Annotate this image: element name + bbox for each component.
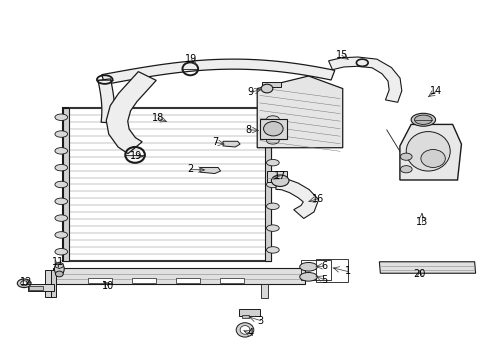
Bar [27,284,54,291]
Bar [261,284,269,298]
Bar [53,268,305,284]
Text: 18: 18 [152,113,164,123]
Bar [29,286,43,290]
Ellipse shape [400,166,412,173]
Ellipse shape [55,114,68,121]
Ellipse shape [415,115,432,125]
Text: 5: 5 [321,275,327,285]
Ellipse shape [267,225,279,231]
Ellipse shape [411,113,436,126]
Ellipse shape [240,325,250,334]
Ellipse shape [267,116,279,122]
Ellipse shape [261,84,273,93]
Text: 15: 15 [336,50,348,60]
Bar [63,108,271,261]
Ellipse shape [267,159,279,166]
Bar [260,119,287,139]
Bar [45,270,50,297]
Bar [242,315,249,318]
Ellipse shape [300,262,318,271]
Text: 8: 8 [246,125,252,135]
Bar [265,108,271,261]
Text: 2: 2 [187,164,194,174]
Text: 17: 17 [274,171,286,181]
Ellipse shape [264,122,283,136]
Ellipse shape [21,281,27,286]
Ellipse shape [400,153,412,160]
Polygon shape [55,262,63,269]
Text: 10: 10 [102,281,114,291]
Polygon shape [98,79,115,123]
Ellipse shape [267,181,279,188]
Bar [51,270,56,297]
Bar [175,278,200,283]
Ellipse shape [300,273,318,281]
Text: 14: 14 [430,86,442,96]
Bar [301,260,331,280]
Text: 3: 3 [258,316,264,325]
Bar [262,82,281,87]
Text: 20: 20 [414,269,426,279]
Bar [239,309,260,316]
Polygon shape [223,141,240,147]
Text: 16: 16 [312,194,324,204]
Ellipse shape [267,203,279,210]
Bar [267,171,287,182]
Ellipse shape [267,138,279,144]
Text: 11: 11 [52,257,65,267]
Bar [316,259,347,282]
Bar [63,108,69,261]
Ellipse shape [55,198,68,204]
Text: 12: 12 [20,277,32,287]
Polygon shape [106,72,156,154]
Ellipse shape [236,323,254,337]
Text: 13: 13 [416,217,428,227]
Text: 19: 19 [130,150,143,161]
Ellipse shape [421,149,445,167]
Ellipse shape [17,279,31,288]
Text: 6: 6 [321,261,327,271]
Polygon shape [276,178,318,219]
Ellipse shape [55,131,68,137]
Text: 7: 7 [213,138,219,147]
Text: 4: 4 [248,328,254,338]
Ellipse shape [267,247,279,253]
Ellipse shape [55,271,63,277]
Text: 19: 19 [185,54,197,64]
Bar [88,278,112,283]
Ellipse shape [55,165,68,171]
Polygon shape [257,76,343,148]
Ellipse shape [271,175,289,186]
Text: 1: 1 [344,266,351,276]
Ellipse shape [55,215,68,221]
Bar [220,278,244,283]
Polygon shape [200,167,220,174]
Polygon shape [379,262,476,273]
Polygon shape [329,57,402,102]
Bar [132,278,156,283]
Polygon shape [101,59,335,85]
Text: 9: 9 [248,87,254,97]
Ellipse shape [55,181,68,188]
Ellipse shape [55,148,68,154]
Ellipse shape [406,132,450,171]
Polygon shape [400,125,462,180]
Ellipse shape [55,248,68,255]
Ellipse shape [54,262,64,275]
Ellipse shape [55,232,68,238]
